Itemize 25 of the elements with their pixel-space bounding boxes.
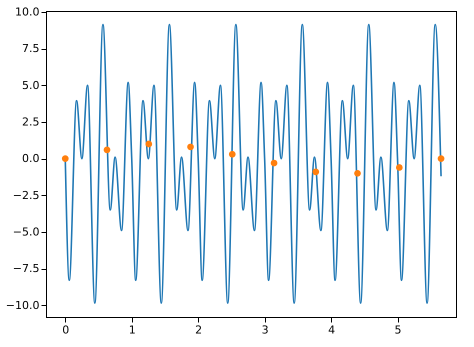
point <box>104 146 110 154</box>
y-tick-label: 10.0 <box>15 6 40 19</box>
y-tick-label: −5.0 <box>12 225 40 238</box>
x-tick-label: 4 <box>328 324 336 336</box>
y-tick-label: −10.0 <box>6 298 40 312</box>
point <box>228 150 236 158</box>
point <box>187 144 194 150</box>
x-tick-label: 2 <box>195 324 202 336</box>
point <box>145 140 152 148</box>
y-tick-label: 0.0 <box>22 152 40 166</box>
y-tick-label: 2.5 <box>22 115 40 128</box>
y-tick-label: −7.5 <box>12 262 40 276</box>
point <box>396 164 403 171</box>
point <box>438 155 444 162</box>
point <box>270 160 278 166</box>
x-tick-label: 1 <box>128 324 136 336</box>
y-tick-label: 7.5 <box>22 42 40 56</box>
y-tick-label: −2.5 <box>12 188 40 202</box>
point <box>62 155 69 162</box>
x-tick-label: 0 <box>62 324 70 336</box>
x-tick-label: 5 <box>394 324 402 336</box>
x-tick-label: 3 <box>262 324 269 336</box>
point <box>312 168 320 176</box>
y-tick-label: 5.0 <box>22 78 40 92</box>
point <box>354 170 361 177</box>
